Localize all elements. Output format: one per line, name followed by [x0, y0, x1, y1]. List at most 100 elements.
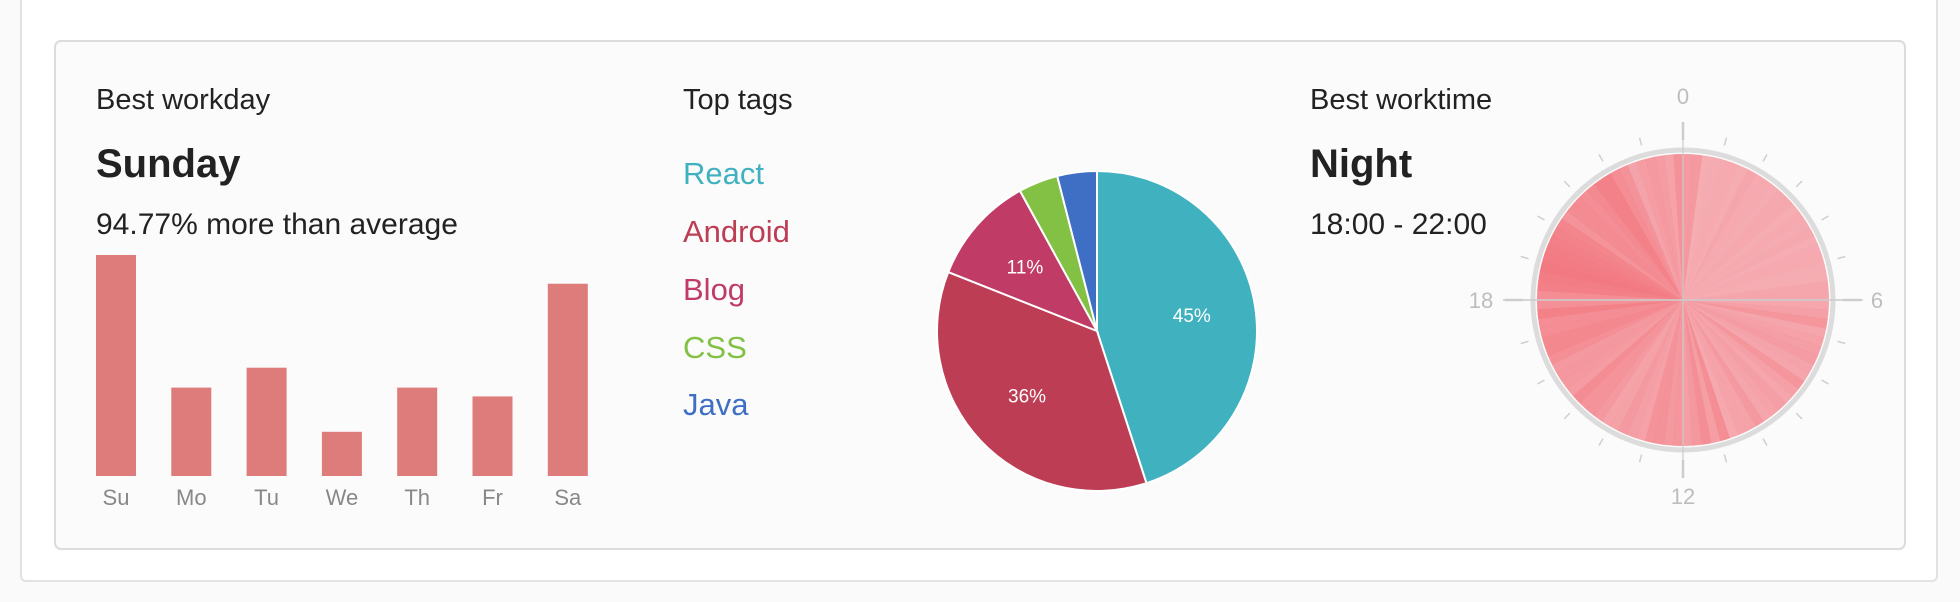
clock-wedge-1 — [1683, 154, 1703, 300]
clock-wedge-63 — [1556, 300, 1683, 382]
clock-wedge-5 — [1683, 161, 1740, 300]
clock-wedge-13 — [1683, 203, 1800, 300]
clock-wedge-0 — [1683, 154, 1693, 300]
clock-wedge-30 — [1683, 300, 1818, 365]
clock-tick-9 — [1795, 412, 1803, 420]
clock-wedge-21 — [1683, 271, 1828, 300]
bar-su[interactable] — [96, 255, 136, 476]
clock-wedge-94 — [1663, 154, 1683, 300]
clock-wedge-3 — [1683, 156, 1722, 300]
pie-slice-blog[interactable] — [946, 189, 1100, 333]
clock-wedge-18 — [1683, 244, 1822, 300]
clock-tick-15 — [1563, 412, 1571, 420]
clock-tick-13 — [1638, 454, 1643, 463]
clock-wedge-60 — [1573, 300, 1683, 404]
clock-wedge-20 — [1683, 262, 1827, 300]
clock-wedge-56 — [1601, 300, 1683, 427]
bar-label-th: Th — [404, 485, 430, 510]
best-workday-value: Sunday — [96, 142, 241, 186]
bar-tu[interactable] — [246, 367, 287, 476]
clock-wedge-62 — [1561, 300, 1683, 389]
clock-wedge-41 — [1683, 300, 1748, 435]
clock-wedge-77 — [1544, 243, 1683, 300]
bar-label-fr: Fr — [482, 485, 503, 510]
bar-label-tu: Tu — [254, 485, 279, 510]
clock-wedge-81 — [1561, 210, 1683, 300]
clock-wedge-32 — [1683, 300, 1810, 382]
clock-label-6: 6 — [1871, 288, 1883, 313]
bar-mo[interactable] — [171, 387, 212, 476]
clock-wedge-54 — [1618, 300, 1683, 435]
best-worktime-subtitle: 18:00 - 22:00 — [1310, 208, 1487, 241]
clock-wedge-10 — [1683, 184, 1780, 300]
clock-wedge-58 — [1586, 300, 1683, 416]
tag-legend-blog: Blog — [683, 272, 746, 307]
tags-pie-chart: 45% 36% 11% — [936, 169, 1258, 492]
clock-label-18: 18 — [1469, 288, 1493, 313]
clock-tick-4 — [1821, 215, 1829, 221]
clock-wedge-26 — [1683, 300, 1828, 329]
clock-wedge-89 — [1618, 165, 1683, 300]
clock-wedge-29 — [1683, 300, 1822, 357]
best-worktime-value: Night — [1310, 142, 1413, 186]
clock-wedge-88 — [1610, 168, 1683, 300]
clock-tick-5 — [1837, 255, 1846, 260]
pie-slice-java[interactable] — [1055, 169, 1098, 332]
clock-wedge-24 — [1683, 300, 1829, 310]
clock-wedge-78 — [1548, 235, 1683, 300]
clock-wedge-37 — [1683, 300, 1780, 417]
clock-wedge-51 — [1644, 300, 1683, 444]
clock-wedge-34 — [1683, 300, 1799, 397]
clock-wedge-76 — [1541, 252, 1683, 300]
bar-label-mo: Mo — [176, 485, 207, 510]
clock-wedge-84 — [1579, 190, 1683, 300]
pie-label-react: 45% — [1173, 306, 1211, 327]
clock-wedge-87 — [1601, 173, 1683, 300]
clock-wedge-48 — [1673, 300, 1683, 446]
clock-wedge-19 — [1683, 253, 1825, 300]
top-tags-title: Top tags — [683, 84, 793, 116]
clock-wedge-15 — [1683, 218, 1810, 300]
clock-wedge-8 — [1683, 173, 1765, 300]
clock-wedge-42 — [1683, 300, 1739, 439]
clock-tick-23 — [1638, 137, 1643, 146]
clock-label-12: 12 — [1671, 484, 1695, 509]
bar-fr[interactable] — [472, 396, 513, 476]
bar-we[interactable] — [321, 431, 362, 476]
clock-wedge-17 — [1683, 235, 1818, 300]
clock-wedge-6 — [1683, 165, 1748, 300]
clock-tick-11 — [1723, 454, 1728, 463]
clock-wedge-36 — [1683, 300, 1787, 410]
bar-label-su: Su — [103, 485, 130, 510]
clock-wedge-7 — [1683, 169, 1757, 300]
clock-wedge-45 — [1683, 300, 1712, 445]
clock-wedge-14 — [1683, 211, 1805, 300]
worktime-clock-chart: 0 6 12 18 — [1469, 84, 1883, 509]
clock-wedge-85 — [1586, 183, 1683, 300]
clock-tick-17 — [1520, 340, 1529, 345]
best-workday-title: Best workday — [96, 84, 271, 116]
clock-wedge-75 — [1539, 261, 1683, 300]
clock-wedge-65 — [1548, 300, 1683, 365]
clock-wedge-68 — [1539, 300, 1683, 338]
clock-wedge-31 — [1683, 300, 1814, 374]
bar-th[interactable] — [397, 387, 438, 476]
clock-wedge-28 — [1683, 300, 1825, 348]
clock-wedge-46 — [1683, 300, 1703, 446]
clock-wedge-66 — [1544, 300, 1683, 356]
clock-wedge-16 — [1683, 227, 1815, 300]
pie-slice-android[interactable] — [936, 270, 1148, 492]
clock-wedge-47 — [1682, 300, 1693, 446]
clock-tick-21 — [1563, 180, 1571, 188]
clock-wedge-86 — [1594, 178, 1683, 300]
clock-tick-7 — [1837, 340, 1846, 345]
workday-bar-chart: Su Mo Tu We Th Fr Sa — [96, 255, 588, 510]
clock-wedge-50 — [1654, 300, 1683, 445]
pie-slice-react[interactable] — [1096, 169, 1258, 485]
clock-wedge-43 — [1683, 300, 1730, 442]
clock-wedge-39 — [1683, 300, 1765, 427]
bar-sa[interactable] — [547, 283, 588, 476]
best-worktime-title: Best worktime — [1310, 84, 1493, 116]
clock-tick-14 — [1598, 438, 1604, 446]
clock-label-0: 0 — [1677, 84, 1689, 109]
